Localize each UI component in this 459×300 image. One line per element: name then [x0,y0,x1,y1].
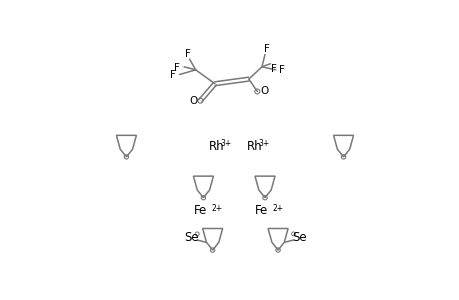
Text: O: O [189,96,197,106]
Text: 2+: 2+ [272,204,283,213]
Text: Se: Se [184,231,198,244]
Text: Se: Se [292,231,306,244]
Text: F: F [279,65,284,75]
Text: 3+: 3+ [258,139,269,148]
Text: 2+: 2+ [211,204,222,213]
Text: F: F [185,49,190,59]
Text: F: F [263,44,269,54]
Text: F: F [174,63,180,73]
Text: O: O [259,86,268,96]
Text: 3+: 3+ [220,139,231,148]
Text: Fe: Fe [255,204,268,217]
Text: Fe: Fe [193,204,207,217]
Text: F: F [170,70,176,80]
Text: Rh: Rh [247,140,263,153]
Text: F: F [270,64,276,74]
Text: Rh: Rh [208,140,224,153]
